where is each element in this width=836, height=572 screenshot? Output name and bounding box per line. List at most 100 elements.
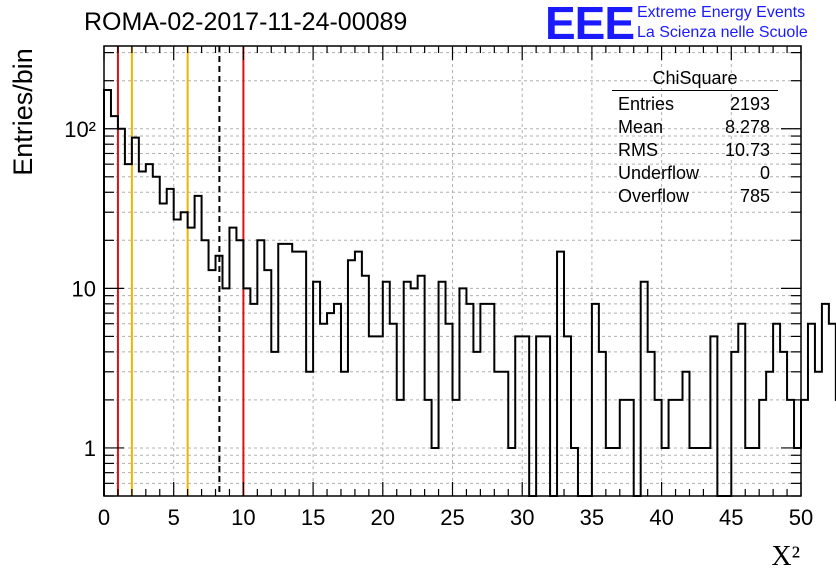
- histogram-bin: [829, 324, 836, 496]
- histogram-bin: [487, 304, 494, 496]
- histogram-bin: [557, 252, 564, 496]
- histogram-bin: [167, 189, 174, 496]
- histogram-bin: [808, 324, 815, 496]
- logo-text: Extreme Energy Events La Scienza nelle S…: [637, 3, 808, 43]
- logo-line-2: La Scienza nelle Scuole: [637, 24, 808, 41]
- x-tick-label: 0: [98, 505, 110, 530]
- stats-header: ChiSquare: [612, 68, 778, 91]
- histogram-bin: [236, 240, 243, 496]
- histogram-bin: [508, 448, 515, 496]
- histogram-bin: [648, 352, 655, 496]
- histogram-bin: [683, 372, 690, 496]
- histogram-bin: [473, 352, 480, 496]
- stats-value: 785: [739, 186, 770, 206]
- histogram-bin: [564, 336, 571, 496]
- histogram-bin: [153, 177, 160, 496]
- histogram-bin: [752, 448, 759, 496]
- histogram-bin: [264, 270, 271, 496]
- histogram-bin: [453, 400, 460, 496]
- histogram-bin: [766, 372, 773, 496]
- histogram-bin: [571, 448, 578, 496]
- stats-box: ChiSquare Entries 2193 Mean 8.278 RMS 10…: [612, 68, 778, 208]
- histogram-bin: [111, 116, 118, 496]
- stats-row-underflow: Underflow 0: [612, 162, 778, 185]
- y-tick-label: 1: [84, 436, 96, 461]
- histogram-bin: [801, 400, 808, 496]
- x-tick-label: 35: [580, 505, 604, 530]
- histogram-bin: [606, 448, 613, 496]
- histogram-bins: [103, 88, 836, 497]
- histogram-bin: [655, 400, 662, 496]
- histogram-bin: [188, 228, 195, 496]
- eee-logo: EEE: [545, 0, 635, 49]
- histogram-bin: [745, 448, 752, 496]
- histogram-bin: [104, 90, 111, 496]
- histogram-bin: [250, 304, 257, 496]
- stats-value: 8.278: [724, 117, 770, 137]
- histogram-bin: [139, 171, 146, 496]
- histogram-bin: [613, 448, 620, 496]
- histogram-bin: [181, 212, 188, 496]
- stats-label: Mean: [618, 117, 664, 137]
- histogram-bin: [731, 352, 738, 496]
- histogram-bin: [355, 252, 362, 496]
- y-tick-label: 10²: [64, 117, 96, 142]
- histogram-bin: [662, 448, 669, 496]
- histogram-bin: [285, 244, 292, 496]
- histogram-bin: [146, 164, 153, 496]
- histogram-bin: [418, 276, 425, 496]
- histogram-bin: [822, 304, 829, 496]
- histogram-bin: [676, 400, 683, 496]
- histogram-bin: [348, 260, 355, 496]
- histogram-outline: [103, 88, 836, 497]
- histogram-bin: [411, 288, 418, 496]
- stats-row-mean: Mean 8.278: [612, 116, 778, 139]
- histogram-bin: [195, 196, 202, 496]
- x-axis-label: X²: [771, 541, 800, 572]
- histogram-bin: [669, 400, 676, 496]
- histogram-bin: [341, 372, 348, 496]
- histogram-bin: [216, 256, 223, 496]
- histogram-bin: [327, 313, 334, 496]
- histogram-bin: [125, 164, 132, 496]
- stats-label: Underflow: [618, 163, 700, 183]
- histogram-bin: [243, 288, 250, 496]
- y-axis-label: Entries/bin: [8, 48, 38, 176]
- histogram-bin: [369, 336, 376, 496]
- histogram-bin: [592, 304, 599, 496]
- histogram-bin: [397, 400, 404, 496]
- histogram-bin: [459, 288, 466, 496]
- histogram-bin: [738, 324, 745, 496]
- histogram-bin: [780, 352, 787, 496]
- histogram-bin: [501, 372, 508, 496]
- histogram-bin: [689, 448, 696, 496]
- histogram-bin: [599, 352, 606, 496]
- histogram-bin: [627, 400, 634, 496]
- histogram-bin: [209, 270, 216, 496]
- x-tick-label: 5: [168, 505, 180, 530]
- stats-value: 10.73: [724, 140, 770, 160]
- histogram-bin: [222, 288, 229, 496]
- histogram-bin: [480, 304, 487, 496]
- histogram-bin: [404, 282, 411, 496]
- stats-row-entries: Entries 2193: [612, 93, 778, 116]
- histogram-bin: [306, 372, 313, 496]
- histogram-bin: [703, 448, 710, 496]
- stats-label: Entries: [618, 94, 675, 114]
- histogram-bin: [536, 336, 543, 496]
- x-tick-label: 10: [231, 505, 255, 530]
- histogram-bin: [313, 282, 320, 496]
- histogram-bin: [390, 324, 397, 496]
- histogram-bin: [522, 336, 529, 496]
- histogram-bin: [292, 252, 299, 496]
- x-tick-label: 20: [371, 505, 395, 530]
- x-tick-label: 40: [649, 505, 673, 530]
- x-tick-label: 45: [719, 505, 743, 530]
- histogram-bin: [494, 372, 501, 496]
- histogram-bin: [229, 228, 236, 496]
- histogram-bin: [696, 448, 703, 496]
- histogram-bin: [773, 324, 780, 496]
- histogram-bin: [383, 282, 390, 496]
- histogram-bin: [710, 336, 717, 496]
- stats-value: 0: [759, 163, 770, 183]
